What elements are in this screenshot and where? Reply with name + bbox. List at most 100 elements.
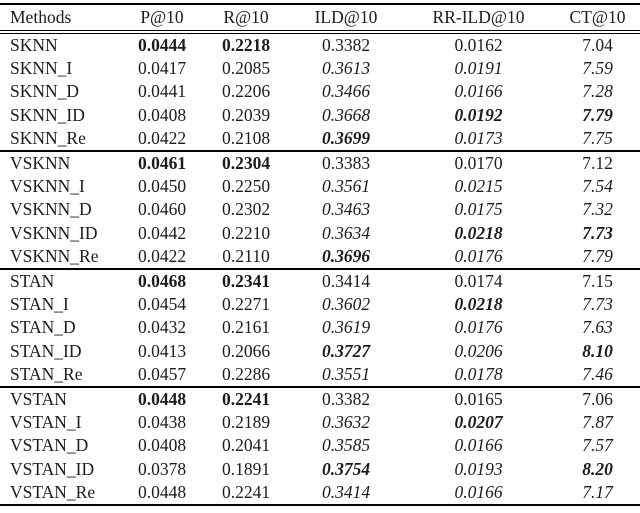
- method-name: SKNN_Re: [10, 127, 86, 148]
- method-name: STAN_D: [10, 317, 76, 338]
- method-name: STAN_I: [10, 294, 69, 315]
- metric-cell: 7.54: [582, 176, 613, 197]
- metric-cell: 0.0175: [454, 199, 503, 220]
- table-row: VSTAN_D 0.0408 0.2041 0.3585 0.0166 7.57: [0, 434, 640, 457]
- method-name: VSTAN_I: [10, 412, 82, 433]
- metric-cell: 0.3561: [321, 176, 371, 197]
- metric-cell: 0.0432: [137, 317, 187, 338]
- metric-cell: 7.28: [582, 81, 613, 102]
- metric-cell: 0.2085: [221, 58, 271, 79]
- metric-cell: 0.2271: [221, 294, 271, 315]
- metric-cell: 0.3696: [321, 245, 371, 266]
- metric-cell: 0.0218: [454, 294, 503, 315]
- table-row: VSTAN_ID 0.0378 0.1891 0.3754 0.0193 8.20: [0, 458, 640, 481]
- method-name: STAN_Re: [10, 363, 83, 384]
- metric-cell: 7.87: [582, 412, 613, 433]
- metric-cell: 0.0193: [454, 458, 503, 479]
- metric-cell: 7.32: [582, 199, 613, 220]
- metric-cell: 7.63: [582, 317, 613, 338]
- method-group-0: SKNN 0.0444 0.2218 0.3382 0.0162 7.04 SKNN_I 0.…: [0, 32, 640, 151]
- method-name: VSTAN_Re: [10, 481, 96, 502]
- metric-cell: 0.2110: [222, 245, 270, 266]
- metric-cell: 0.3632: [321, 412, 371, 433]
- method-name: SKNN_I: [10, 58, 73, 79]
- metric-cell: 0.2341: [221, 271, 271, 292]
- metric-cell: 0.0448: [137, 481, 187, 502]
- metric-cell: 0.3382: [321, 35, 371, 56]
- metric-cell: 0.2161: [221, 317, 271, 338]
- metric-cell: 0.0165: [454, 389, 503, 410]
- metric-cell: 0.2218: [221, 35, 271, 56]
- metric-cell: 7.17: [582, 481, 613, 502]
- metric-cell: 0.0461: [137, 153, 187, 174]
- metric-cell: 7.57: [582, 435, 613, 456]
- table-row: VSKNN_Re 0.0422 0.2110 0.3696 0.0176 7.79: [0, 245, 640, 269]
- table-row: STAN_ID 0.0413 0.2066 0.3727 0.0206 8.10: [0, 340, 640, 363]
- metric-cell: 7.12: [582, 153, 613, 174]
- metric-cell: 0.0170: [454, 153, 503, 174]
- metric-cell: 0.0408: [137, 435, 187, 456]
- metric-cell: 0.0178: [454, 363, 503, 384]
- table-row: VSTAN_I 0.0438 0.2189 0.3632 0.0207 7.87: [0, 411, 640, 434]
- metric-cell: 7.46: [582, 363, 613, 384]
- metric-cell: 0.3551: [321, 363, 371, 384]
- metric-cell: 0.2304: [221, 153, 271, 174]
- method-name: VSKNN_D: [10, 199, 92, 220]
- metric-cell: 0.3463: [321, 199, 371, 220]
- table-row: VSTAN_Re 0.0448 0.2241 0.3414 0.0166 7.17: [0, 481, 640, 505]
- method-name: VSKNN_Re: [10, 245, 99, 266]
- metric-cell: 0.0417: [137, 58, 187, 79]
- metric-cell: 0.3602: [321, 294, 371, 315]
- table-row: STAN 0.0468 0.2341 0.3414 0.0174 7.15: [0, 269, 640, 293]
- metric-cell: 0.0378: [137, 458, 187, 479]
- metric-cell: 0.0457: [137, 363, 187, 384]
- column-header-methods: Methods: [0, 4, 122, 34]
- method-name: SKNN_D: [10, 81, 80, 102]
- metric-cell: 0.3699: [321, 127, 371, 148]
- metric-cell: 8.10: [582, 340, 613, 361]
- metric-cell: 0.0444: [137, 35, 187, 56]
- metric-cell: 0.2039: [221, 104, 271, 125]
- metric-cell: 0.3727: [321, 340, 371, 361]
- metric-cell: 0.0413: [137, 340, 187, 361]
- metric-cell: 0.3668: [321, 104, 371, 125]
- method-name: VSKNN_ID: [10, 222, 98, 243]
- table-row: SKNN_I 0.0417 0.2085 0.3613 0.0191 7.59: [0, 57, 640, 80]
- metric-cell: 0.2241: [221, 389, 271, 410]
- metric-cell: 0.2210: [221, 222, 271, 243]
- column-header-ild-10: ILD@10: [290, 4, 402, 34]
- metric-cell: 0.0422: [137, 127, 187, 148]
- metric-cell: 0.0454: [137, 294, 187, 315]
- metric-cell: 0.0468: [137, 271, 187, 292]
- metric-cell: 0.3634: [321, 222, 371, 243]
- metric-cell: 0.3414: [321, 271, 371, 292]
- metric-cell: 0.3382: [321, 389, 371, 410]
- metric-cell: 0.0206: [454, 340, 503, 361]
- metric-cell: 0.0215: [454, 176, 503, 197]
- metric-cell: 0.2189: [221, 412, 271, 433]
- metric-cell: 0.2302: [221, 199, 271, 220]
- metric-cell: 0.0450: [137, 176, 187, 197]
- metric-cell: 0.2250: [221, 176, 271, 197]
- metric-cell: 7.73: [582, 222, 613, 243]
- metric-cell: 0.2241: [221, 481, 271, 502]
- metric-cell: 7.59: [582, 58, 613, 79]
- metric-cell: 0.0422: [137, 245, 187, 266]
- metric-cell: 0.3414: [321, 481, 371, 502]
- column-header-p-10: P@10: [122, 4, 202, 34]
- metric-cell: 7.73: [582, 294, 613, 315]
- table-row: SKNN_D 0.0441 0.2206 0.3466 0.0166 7.28: [0, 80, 640, 103]
- metric-cell: 0.0174: [454, 271, 503, 292]
- metric-cell: 0.2108: [221, 127, 271, 148]
- metric-cell: 0.1891: [221, 458, 271, 479]
- metric-cell: 0.2286: [221, 363, 271, 384]
- method-name: VSTAN_D: [10, 435, 89, 456]
- method-name: VSKNN: [10, 153, 71, 174]
- metric-cell: 7.06: [582, 389, 613, 410]
- table-row: VSTAN 0.0448 0.2241 0.3382 0.0165 7.06: [0, 387, 640, 411]
- method-name: SKNN: [10, 35, 58, 56]
- metric-cell: 0.2206: [221, 81, 271, 102]
- method-name: STAN: [10, 271, 55, 292]
- metric-cell: 8.20: [582, 458, 613, 479]
- method-name: SKNN_ID: [10, 104, 85, 125]
